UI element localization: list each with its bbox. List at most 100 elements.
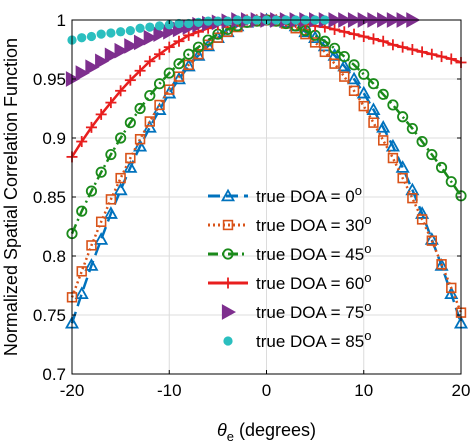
data-point (133, 34, 149, 51)
y-tick-label: 0.95 (33, 70, 66, 89)
data-point (76, 205, 88, 217)
data-point (358, 100, 369, 112)
data-point (446, 282, 457, 294)
data-point (358, 31, 370, 43)
data-point (416, 214, 428, 225)
data-point (220, 188, 236, 202)
data-point (104, 47, 119, 64)
legend-item: true DOA = 75o (221, 299, 371, 322)
data-point (348, 85, 360, 97)
data-point (74, 286, 89, 300)
data-point (319, 46, 331, 58)
data-point (192, 41, 205, 53)
data-point (376, 120, 391, 133)
data-point (407, 192, 418, 204)
data-point (76, 136, 88, 148)
data-point (144, 116, 155, 127)
data-point (173, 71, 185, 82)
data-point (416, 46, 428, 58)
data-point (183, 48, 195, 60)
data-point (181, 58, 196, 72)
data-point (223, 336, 233, 346)
data-point (337, 58, 352, 72)
data-point (338, 51, 350, 63)
legend-label-superscript: o (364, 299, 371, 314)
data-point (348, 28, 360, 40)
legend: true DOA = 0o true DOA = 30o true DOA = 45… (208, 183, 371, 351)
legend-label: true DOA = 30o (256, 212, 371, 235)
data-point (191, 48, 206, 61)
y-tick-label: 0.85 (33, 188, 66, 207)
data-point (397, 111, 409, 123)
data-point (434, 258, 449, 271)
series-line (70, 18, 463, 314)
data-point (329, 42, 341, 54)
data-point (95, 53, 110, 70)
data-point (115, 85, 127, 97)
data-point (387, 39, 399, 51)
legend-label: true DOA = 0o (256, 183, 362, 206)
data-point (134, 102, 146, 115)
x-tick-label: -20 (60, 381, 85, 400)
data-point (174, 18, 184, 29)
data-point (135, 23, 145, 33)
data-point (77, 33, 87, 43)
data-point (397, 172, 408, 184)
data-point (202, 39, 214, 50)
x-axis-label-symbol: θ (217, 420, 227, 440)
data-point (356, 85, 371, 99)
data-point (154, 99, 165, 111)
legend-label: true DOA = 85o (256, 328, 371, 351)
data-point (387, 99, 399, 111)
data-point (75, 65, 90, 81)
legend-item: true DOA = 0o (208, 183, 362, 206)
data-point (377, 88, 389, 100)
data-point (94, 232, 109, 245)
data-point (368, 117, 379, 128)
data-point (387, 152, 399, 164)
data-point (193, 17, 204, 27)
data-point (183, 29, 195, 41)
x-axis-label: θe (degrees) (217, 420, 316, 443)
data-point (377, 135, 389, 146)
data-point (134, 65, 146, 77)
data-point (153, 78, 166, 90)
series-5 (67, 15, 330, 45)
data-point (154, 21, 165, 31)
data-point (116, 27, 126, 37)
data-point (222, 16, 233, 26)
y-tick-label: 1 (57, 11, 66, 30)
x-axis-label-subscript: e (227, 429, 234, 443)
data-point (105, 148, 117, 161)
legend-label-superscript: o (355, 183, 362, 198)
data-point (435, 161, 448, 174)
data-point (222, 248, 234, 260)
data-point (86, 31, 97, 42)
data-point (348, 59, 360, 71)
data-point (103, 206, 118, 219)
data-point (115, 172, 126, 184)
data-point (339, 71, 350, 82)
data-point (173, 58, 185, 70)
data-point (123, 160, 138, 173)
data-point (85, 121, 97, 133)
data-point (222, 277, 234, 289)
data-point (171, 71, 187, 85)
legend-label-superscript: o (364, 270, 371, 285)
data-point (124, 117, 136, 129)
legend-item: true DOA = 45o (208, 241, 371, 264)
data-point (397, 41, 409, 53)
data-point (203, 16, 213, 26)
x-tick-label: -10 (157, 381, 182, 400)
y-tick-label: 0.9 (42, 129, 66, 148)
series-line (70, 18, 463, 324)
data-point (329, 58, 340, 69)
data-point (213, 16, 223, 26)
data-point (144, 89, 156, 102)
data-point (95, 216, 107, 227)
data-point (105, 194, 117, 205)
data-point (445, 176, 457, 188)
data-point (163, 41, 175, 53)
legend-label: true DOA = 45o (256, 241, 371, 264)
legend-item: true DOA = 30o (208, 212, 371, 235)
